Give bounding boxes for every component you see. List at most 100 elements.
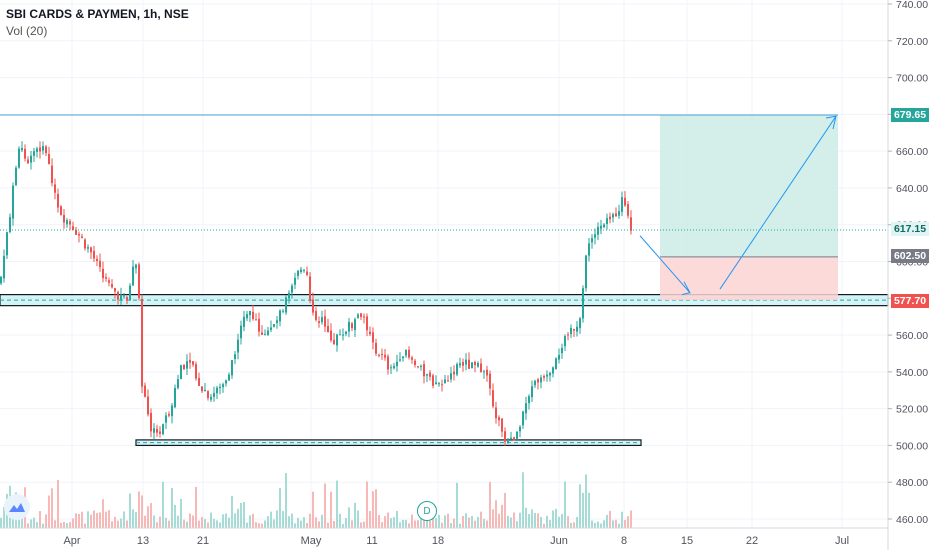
symbol-title[interactable]: SBI CARDS & PAYMEN, 1h, NSE [6,7,189,21]
candle-body [549,372,551,376]
volume-bar [489,481,491,528]
candle-body [15,167,17,186]
candle-body [144,385,146,397]
volume-bar [435,518,437,528]
volume-bar [30,519,32,528]
volume-bar [468,517,470,528]
candle-body [432,375,434,386]
volume-bar [576,517,578,528]
candle-body [201,386,203,392]
candle-body [174,387,176,408]
volume-bar [621,511,623,528]
candle-body [159,431,161,434]
candle-body [345,331,347,334]
candle-body [108,280,110,283]
price-tick-label: 560.00 [896,330,928,342]
time-tick-label: 11 [366,535,377,547]
volume-bar [441,522,443,528]
volume-bar [42,523,44,528]
price-tick-label: 720.00 [896,36,928,48]
candle-body [567,334,569,336]
volume-bar [93,510,95,528]
support-zones [0,294,889,447]
candle-body [480,363,482,373]
time-axis[interactable]: Apr 13 21 May 11 18 Jun 8 15 22 Jul [63,535,849,547]
candle-body [66,220,68,225]
volume-bar [291,513,293,528]
volume-bar [303,517,305,528]
candle-body [177,379,179,388]
candle-body [552,367,554,374]
candle-body [348,321,350,332]
candle-body [609,216,611,220]
volume-bar [624,520,626,528]
volume-bar [78,513,80,528]
volume-bar [327,522,329,528]
volume-bar [450,523,452,528]
candle-body [258,318,260,332]
volume-bar [198,520,200,528]
volume-bar [537,513,539,528]
candle-body [279,310,281,322]
candle-body [78,234,80,236]
volume-bar [216,520,218,528]
price-tag-entry: 602.50 [891,249,929,263]
long-position-tool[interactable] [660,115,838,301]
volume-bar [264,520,266,528]
candle-body [408,349,410,358]
candle-body [363,316,365,318]
candle-body [381,354,383,356]
candle-body [504,431,506,442]
candle-body [441,384,443,386]
price-axis[interactable]: 740.00720.00700.00680.00660.00640.00620.… [888,0,928,526]
volume-bar [69,522,71,528]
candle-body [216,387,218,394]
volume-bar [618,523,620,528]
volume-bar [135,512,137,528]
price-tick-label: 660.00 [896,146,928,158]
volume-bar [540,516,542,528]
volume-bar [261,523,263,528]
candle-body [105,277,107,279]
candle-body [468,359,470,369]
drawing-overlays[interactable] [0,114,888,296]
volume-bar [252,513,254,528]
volume-bar [534,512,536,528]
volume-bar [375,489,377,528]
candle-body [333,339,335,345]
time-tick-label: 22 [746,535,758,547]
tradingview-logo-icon[interactable] [4,494,30,520]
candle-body [606,218,608,225]
volume-bar [609,510,611,528]
candle-body [36,148,38,152]
volume-bar [600,523,602,528]
volume-bar [555,508,557,528]
volume-bar [231,495,233,528]
volume-bar [309,513,311,528]
volume-bar [345,517,347,528]
candle-body [249,310,251,316]
volume-bar [219,522,221,528]
candle-body [231,360,233,376]
volume-bar [474,520,476,528]
volume-bar [177,515,179,528]
volume-bar [384,516,386,528]
volume-indicator-label[interactable]: Vol (20) [6,24,48,38]
volume-bar [75,513,77,528]
volume-bar [72,518,74,528]
candle-body [627,204,629,216]
candle-body [594,234,596,238]
dividend-badge[interactable]: D [417,501,437,521]
volume-bar [297,517,299,528]
volume-bar [90,514,92,528]
candle-body [459,363,461,366]
volume-bar [315,517,317,528]
candle-body [93,250,95,259]
volume-bar [273,519,275,528]
volume-bar [153,515,155,528]
candle-body [273,324,275,327]
volume-bar [336,480,338,528]
candle-body [54,184,56,193]
candle-body [204,389,206,392]
